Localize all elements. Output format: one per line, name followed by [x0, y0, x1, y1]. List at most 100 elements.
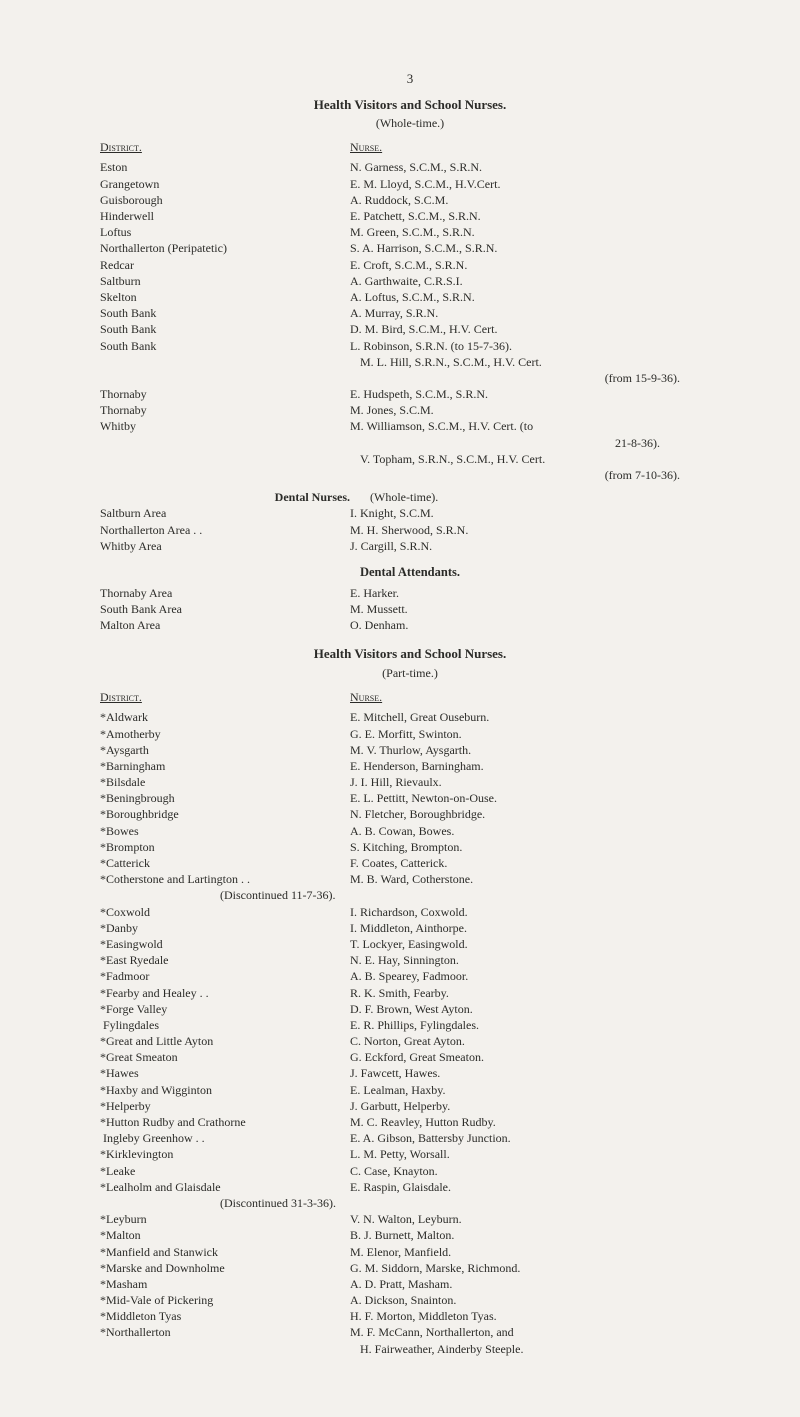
- district-cell: *Danby: [100, 920, 350, 936]
- list-row: *EasingwoldT. Lockyer, Easingwold.: [100, 936, 720, 952]
- list-row: *HawesJ. Fawcett, Hawes.: [100, 1065, 720, 1081]
- nurse-cell: R. K. Smith, Fearby.: [350, 985, 720, 1001]
- list-row: *MashamA. D. Pratt, Masham.: [100, 1276, 720, 1292]
- list-row: Northallerton (Peripatetic)S. A. Harriso…: [100, 240, 720, 256]
- district-cell: *Easingwold: [100, 936, 350, 952]
- nurse-cell: E. Mitchell, Great Ouseburn.: [350, 709, 720, 725]
- district-heading: District.: [100, 139, 350, 155]
- list-row: *Haxby and WiggintonE. Lealman, Haxby.: [100, 1082, 720, 1098]
- dental-nurses-list: Saltburn AreaI. Knight, S.C.M.Northaller…: [100, 505, 720, 554]
- district-cell: Whitby Area: [100, 538, 350, 554]
- extra-line: V. Topham, S.R.N., S.C.M., H.V. Cert.: [100, 451, 720, 467]
- part-time-list: *AldwarkE. Mitchell, Great Ouseburn.*Amo…: [100, 709, 720, 887]
- list-row: ThornabyM. Jones, S.C.M.: [100, 402, 720, 418]
- district-cell: *East Ryedale: [100, 952, 350, 968]
- district-cell: *Manfield and Stanwick: [100, 1244, 350, 1260]
- nurse-cell: G. Eckford, Great Smeaton.: [350, 1049, 720, 1065]
- district-cell: *Haxby and Wigginton: [100, 1082, 350, 1098]
- district-cell: *Mid-Vale of Pickering: [100, 1292, 350, 1308]
- list-row: *AysgarthM. V. Thurlow, Aysgarth.: [100, 742, 720, 758]
- district-cell: South Bank Area: [100, 601, 350, 617]
- list-row: *BarninghamE. Henderson, Barningham.: [100, 758, 720, 774]
- nurse-cell: M. Green, S.C.M., S.R.N.: [350, 224, 720, 240]
- nurse-cell: M. B. Ward, Cotherstone.: [350, 871, 720, 887]
- district-cell: *Helperby: [100, 1098, 350, 1114]
- main-title: Health Visitors and School Nurses.: [100, 96, 720, 114]
- list-row: *LeakeC. Case, Knayton.: [100, 1163, 720, 1179]
- nurse-cell: J. Cargill, S.R.N.: [350, 538, 720, 554]
- nurse-cell: S. A. Harrison, S.C.M., S.R.N.: [350, 240, 720, 256]
- nurse-cell: J. Fawcett, Hawes.: [350, 1065, 720, 1081]
- dental-nurses-header: Dental Nurses. (Whole-time).: [100, 489, 720, 505]
- district-cell: *Boroughbridge: [100, 806, 350, 822]
- nurse-cell: I. Richardson, Coxwold.: [350, 904, 720, 920]
- list-row: *BilsdaleJ. I. Hill, Rievaulx.: [100, 774, 720, 790]
- district-cell: *Aldwark: [100, 709, 350, 725]
- district-cell: Hinderwell: [100, 208, 350, 224]
- part-time-list-2: *CoxwoldI. Richardson, Coxwold.*DanbyI. …: [100, 904, 720, 1195]
- list-row: *AmotherbyG. E. Morfitt, Swinton.: [100, 726, 720, 742]
- nurse-cell: C. Norton, Great Ayton.: [350, 1033, 720, 1049]
- nurse-cell: A. Loftus, S.C.M., S.R.N.: [350, 289, 720, 305]
- list-row: *AldwarkE. Mitchell, Great Ouseburn.: [100, 709, 720, 725]
- district-cell: Redcar: [100, 257, 350, 273]
- district-cell: Grangetown: [100, 176, 350, 192]
- nurse-cell: J. I. Hill, Rievaulx.: [350, 774, 720, 790]
- nurse-cell: S. Kitching, Brompton.: [350, 839, 720, 855]
- list-row: South Bank AreaM. Mussett.: [100, 601, 720, 617]
- whole-time-list: EstonN. Garness, S.C.M., S.R.N.Grangetow…: [100, 159, 720, 353]
- district-cell: *Cotherstone and Lartington . .: [100, 871, 350, 887]
- nurse-cell: N. Garness, S.C.M., S.R.N.: [350, 159, 720, 175]
- nurse-cell: V. N. Walton, Leyburn.: [350, 1211, 720, 1227]
- district-cell: *Leyburn: [100, 1211, 350, 1227]
- list-row: ThornabyE. Hudspeth, S.C.M., S.R.N.: [100, 386, 720, 402]
- nurse-cell: J. Garbutt, Helperby.: [350, 1098, 720, 1114]
- nurse-cell: E. Hudspeth, S.C.M., S.R.N.: [350, 386, 720, 402]
- nurse-cell: M. Jones, S.C.M.: [350, 402, 720, 418]
- district-cell: South Bank: [100, 321, 350, 337]
- district-cell: Loftus: [100, 224, 350, 240]
- district-cell: Northallerton Area . .: [100, 522, 350, 538]
- nurse-heading: Nurse.: [350, 689, 720, 705]
- nurse-cell: E. M. Lloyd, S.C.M., H.V.Cert.: [350, 176, 720, 192]
- nurse-cell: E. Lealman, Haxby.: [350, 1082, 720, 1098]
- district-cell: *Kirklevington: [100, 1146, 350, 1162]
- nurse-cell: B. J. Burnett, Malton.: [350, 1227, 720, 1243]
- nurse-cell: A. B. Spearey, Fadmoor.: [350, 968, 720, 984]
- district-cell: *Forge Valley: [100, 1001, 350, 1017]
- district-cell: Fylingdales: [100, 1017, 350, 1033]
- list-row: *Manfield and StanwickM. Elenor, Manfiel…: [100, 1244, 720, 1260]
- district-cell: *Aysgarth: [100, 742, 350, 758]
- district-cell: Guisborough: [100, 192, 350, 208]
- list-row: South BankA. Murray, S.R.N.: [100, 305, 720, 321]
- district-cell: *Leake: [100, 1163, 350, 1179]
- part-time-list-3: *LeyburnV. N. Walton, Leyburn.*MaltonB. …: [100, 1211, 720, 1341]
- nurse-cell: M. C. Reavley, Hutton Rudby.: [350, 1114, 720, 1130]
- nurse-cell: M. Mussett.: [350, 601, 720, 617]
- nurse-cell: M. Williamson, S.C.M., H.V. Cert. (to: [350, 418, 720, 434]
- whole-time-list-2: ThornabyE. Hudspeth, S.C.M., S.R.N.Thorn…: [100, 386, 720, 435]
- list-row: *LeyburnV. N. Walton, Leyburn.: [100, 1211, 720, 1227]
- list-row: *KirklevingtonL. M. Petty, Worsall.: [100, 1146, 720, 1162]
- list-row: *Marske and DownholmeG. M. Siddorn, Mars…: [100, 1260, 720, 1276]
- list-row: *HelperbyJ. Garbutt, Helperby.: [100, 1098, 720, 1114]
- district-cell: *Fadmoor: [100, 968, 350, 984]
- list-row: *Lealholm and GlaisdaleE. Raspin, Glaisd…: [100, 1179, 720, 1195]
- list-row: *East RyedaleN. E. Hay, Sinnington.: [100, 952, 720, 968]
- district-cell: *Catterick: [100, 855, 350, 871]
- list-row: South BankD. M. Bird, S.C.M., H.V. Cert.: [100, 321, 720, 337]
- district-cell: *Brompton: [100, 839, 350, 855]
- district-cell: South Bank: [100, 338, 350, 354]
- list-row: *MaltonB. J. Burnett, Malton.: [100, 1227, 720, 1243]
- district-cell: Thornaby: [100, 386, 350, 402]
- nurse-cell: L. Robinson, S.R.N. (to 15-7-36).: [350, 338, 720, 354]
- district-cell: *Great Smeaton: [100, 1049, 350, 1065]
- district-cell: Thornaby: [100, 402, 350, 418]
- list-row: FylingdalesE. R. Phillips, Fylingdales.: [100, 1017, 720, 1033]
- nurse-cell: A. B. Cowan, Bowes.: [350, 823, 720, 839]
- nurse-cell: D. F. Brown, West Ayton.: [350, 1001, 720, 1017]
- nurse-cell: D. M. Bird, S.C.M., H.V. Cert.: [350, 321, 720, 337]
- list-row: GuisboroughA. Ruddock, S.C.M.: [100, 192, 720, 208]
- district-cell: Saltburn Area: [100, 505, 350, 521]
- list-row: GrangetownE. M. Lloyd, S.C.M., H.V.Cert.: [100, 176, 720, 192]
